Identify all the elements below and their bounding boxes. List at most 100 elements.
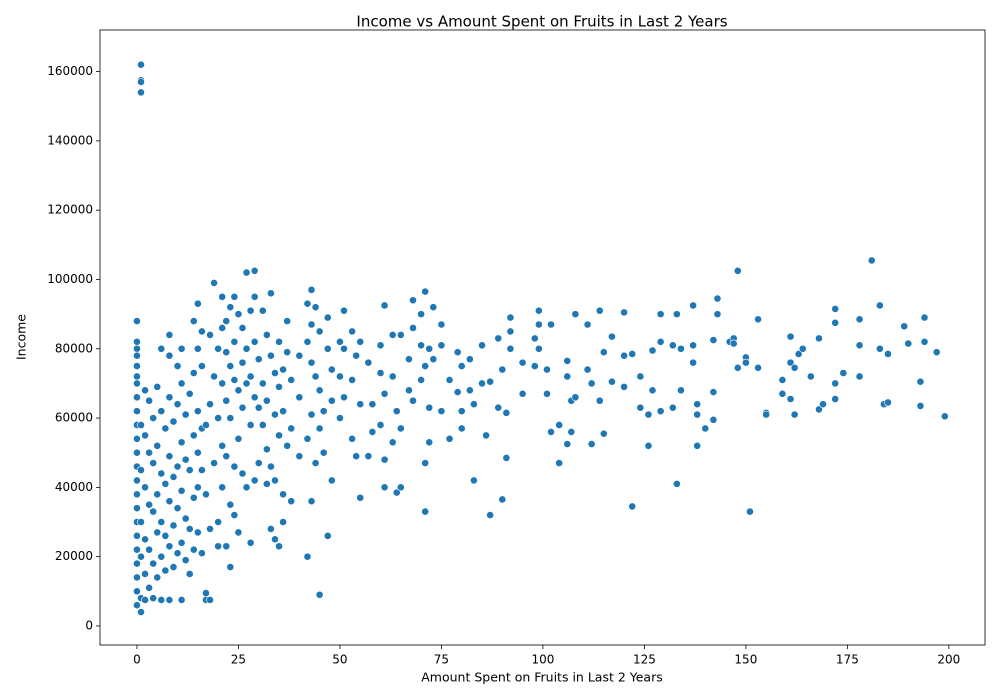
scatter-point	[778, 376, 787, 384]
scatter-point	[145, 448, 154, 457]
scatter-point	[169, 521, 178, 530]
scatter-point	[315, 386, 324, 395]
scatter-point	[177, 486, 186, 495]
axes-frame	[99, 29, 986, 646]
scatter-point	[258, 379, 267, 388]
scatter-point	[303, 552, 312, 561]
scatter-point	[323, 531, 332, 540]
scatter-point	[145, 545, 154, 554]
scatter-point	[133, 393, 141, 402]
scatter-point	[786, 395, 795, 403]
scatter-point	[307, 285, 316, 294]
scatter-point	[668, 403, 677, 412]
scatter-point	[246, 421, 255, 429]
scatter-point	[453, 388, 462, 396]
scatter-point	[250, 476, 259, 485]
scatter-point	[595, 396, 604, 405]
scatter-point	[396, 331, 405, 339]
scatter-point	[620, 382, 628, 391]
scatter-point	[206, 331, 214, 339]
scatter-point	[831, 318, 840, 327]
scatter-point	[275, 431, 283, 440]
scatter-point	[149, 507, 158, 516]
scatter-point	[380, 301, 389, 310]
scatter-point	[271, 410, 279, 419]
scatter-point	[137, 60, 145, 69]
scatter-point	[689, 301, 698, 310]
scatter-point	[157, 407, 166, 416]
scatter-point	[323, 313, 332, 322]
scatter-point	[242, 268, 251, 277]
scatter-point	[226, 414, 235, 422]
scatter-point	[202, 490, 210, 499]
scatter-point	[530, 334, 539, 343]
scatter-point	[181, 556, 190, 565]
scatter-point	[250, 266, 259, 275]
scatter-point	[157, 518, 166, 526]
scatter-point	[246, 306, 255, 315]
scatter-point	[161, 566, 170, 575]
scatter-point	[336, 372, 344, 381]
x-tick-label: 200	[937, 653, 960, 667]
scatter-point	[417, 376, 426, 384]
scatter-point	[790, 410, 799, 419]
scatter-point	[494, 403, 503, 412]
scatter-point	[157, 344, 166, 353]
scatter-point	[149, 414, 158, 422]
scatter-point	[307, 410, 316, 419]
scatter-point	[267, 525, 275, 533]
scatter-point	[279, 490, 287, 499]
scatter-point	[307, 320, 316, 329]
scatter-point	[295, 452, 304, 461]
scatter-point	[729, 339, 738, 348]
scatter-point	[940, 412, 949, 421]
scatter-point	[368, 400, 377, 409]
scatter-point	[571, 310, 580, 319]
scatter-point	[189, 369, 198, 377]
scatter-point	[319, 448, 328, 457]
scatter-point	[348, 327, 357, 336]
scatter-point	[287, 376, 296, 384]
scatter-point	[486, 377, 495, 386]
scatter-point	[275, 337, 283, 346]
scatter-point	[279, 518, 287, 526]
scatter-point	[214, 344, 223, 353]
scatter-point	[693, 441, 702, 450]
scatter-point	[884, 350, 892, 358]
scatter-point	[701, 424, 710, 433]
scatter-point	[133, 573, 141, 582]
scatter-point	[137, 552, 145, 561]
y-tick-label: 20000	[55, 549, 93, 563]
scatter-point	[214, 414, 223, 422]
scatter-point	[388, 438, 397, 447]
scatter-point	[668, 341, 677, 350]
scatter-point	[133, 317, 141, 325]
scatter-point	[336, 414, 344, 422]
scatter-point	[153, 441, 162, 450]
scatter-point	[185, 466, 194, 474]
scatter-point	[295, 351, 304, 360]
scatter-point	[498, 365, 507, 374]
scatter-point	[141, 570, 149, 578]
scatter-point	[392, 488, 401, 497]
scatter-point	[421, 507, 430, 516]
scatter-point	[636, 372, 645, 381]
scatter-point	[165, 393, 174, 402]
scatter-point	[275, 382, 283, 391]
scatter-point	[279, 407, 287, 416]
scatter-point	[786, 332, 795, 341]
y-tick-label: 0	[85, 618, 93, 632]
scatter-point	[920, 313, 929, 322]
scatter-point	[713, 310, 722, 319]
scatter-point	[210, 372, 218, 381]
scatter-point	[250, 292, 259, 301]
scatter-point	[133, 379, 141, 388]
scatter-point	[230, 337, 239, 346]
scatter-point	[234, 434, 243, 443]
scatter-point	[202, 421, 210, 429]
scatter-point	[315, 327, 324, 336]
scatter-point	[258, 421, 267, 429]
scatter-point	[141, 535, 149, 544]
